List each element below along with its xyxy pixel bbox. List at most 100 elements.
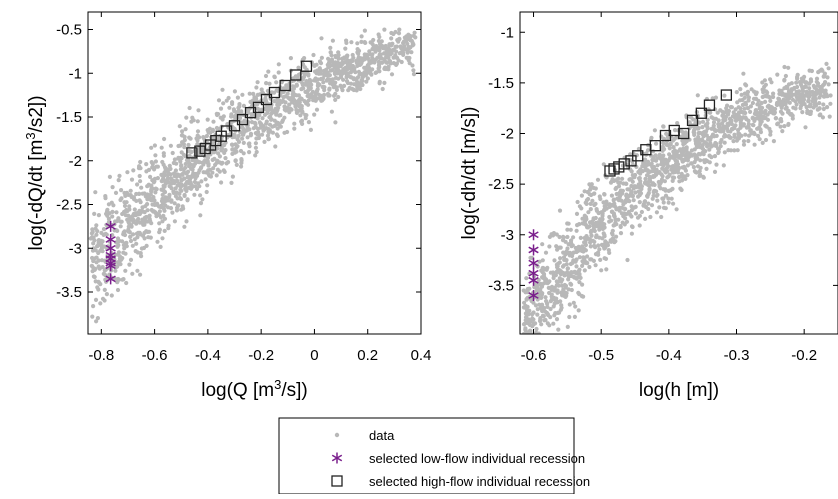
data-point xyxy=(124,280,129,286)
data-point xyxy=(716,118,721,123)
data-point xyxy=(377,65,382,70)
data-point xyxy=(531,321,536,326)
low-flow-point xyxy=(528,229,539,241)
data-point xyxy=(300,81,305,86)
data-point xyxy=(685,163,691,168)
data-point xyxy=(210,127,215,132)
data-point xyxy=(660,166,665,171)
data-point xyxy=(661,153,666,158)
data-point xyxy=(568,281,573,286)
data-point xyxy=(760,87,765,92)
data-point xyxy=(195,142,200,147)
data-point xyxy=(738,87,743,92)
high-flow-point xyxy=(252,101,265,114)
data-point xyxy=(577,255,583,260)
data-point xyxy=(804,89,809,94)
data-point xyxy=(129,217,134,222)
data-point xyxy=(201,162,206,167)
data-point xyxy=(713,95,719,100)
data-point xyxy=(756,133,761,138)
data-point xyxy=(693,169,698,175)
data-point xyxy=(179,164,184,169)
data-point xyxy=(139,185,144,190)
data-point xyxy=(304,79,309,84)
data-point xyxy=(565,270,570,275)
y-tick-label: -3 xyxy=(69,240,82,257)
data-point xyxy=(251,126,256,131)
data-point xyxy=(150,178,155,183)
data-point xyxy=(716,146,722,152)
data-point xyxy=(571,258,576,264)
data-point xyxy=(699,137,705,142)
data-point xyxy=(654,141,659,146)
data-point xyxy=(549,294,554,299)
data-point xyxy=(359,39,364,45)
data-point xyxy=(171,179,177,184)
data-point xyxy=(331,93,337,98)
data-point xyxy=(95,316,100,321)
data-point xyxy=(746,95,752,100)
data-cloud xyxy=(521,61,833,340)
data-point xyxy=(269,108,274,113)
data-point xyxy=(139,209,144,214)
data-point xyxy=(164,177,170,183)
data-point xyxy=(175,196,180,201)
data-point xyxy=(159,179,164,184)
data-point xyxy=(567,314,572,320)
high-flow-point xyxy=(604,165,616,177)
data-point xyxy=(666,196,671,201)
data-point xyxy=(537,259,542,264)
data-point xyxy=(701,152,706,157)
data-point xyxy=(770,110,775,115)
data-point xyxy=(711,123,716,128)
data-point xyxy=(98,301,103,306)
data-point xyxy=(594,233,599,238)
data-point xyxy=(180,204,185,209)
data-point xyxy=(217,126,222,131)
data-point xyxy=(272,118,277,123)
data-point xyxy=(294,100,299,105)
data-point xyxy=(732,132,737,137)
data-point xyxy=(153,153,158,158)
data-point xyxy=(333,75,338,80)
data-point xyxy=(752,142,757,147)
data-point xyxy=(655,198,660,203)
data-point xyxy=(695,144,700,149)
data-point xyxy=(276,62,281,67)
data-point xyxy=(577,280,582,285)
data-point xyxy=(198,201,204,206)
data-point xyxy=(183,127,188,132)
data-point xyxy=(732,125,737,130)
data-point xyxy=(619,198,624,203)
data-point xyxy=(190,115,195,120)
data-point xyxy=(660,174,665,179)
data-point xyxy=(584,201,589,206)
data-point xyxy=(269,90,274,95)
data-point xyxy=(411,72,417,77)
data-point xyxy=(604,267,609,272)
data-point xyxy=(720,113,725,118)
data-point xyxy=(538,336,542,340)
data-point xyxy=(660,148,665,153)
data-point xyxy=(116,216,121,221)
data-point xyxy=(627,199,632,204)
data-point xyxy=(614,234,619,239)
data-point xyxy=(152,167,157,172)
legend-dot-marker xyxy=(334,432,340,438)
data-point xyxy=(539,284,545,289)
data-point xyxy=(548,270,554,275)
data-point xyxy=(364,79,369,84)
data-point xyxy=(128,257,134,262)
x-tick-label: -0.5 xyxy=(588,347,614,364)
data-point xyxy=(689,161,694,166)
data-point xyxy=(169,198,174,203)
data-point xyxy=(152,143,157,148)
data-point xyxy=(639,209,645,215)
data-point xyxy=(184,219,189,224)
data-point xyxy=(567,274,572,279)
data-point xyxy=(796,97,801,102)
data-point xyxy=(105,213,110,218)
data-point xyxy=(697,120,702,125)
data-point xyxy=(306,98,311,103)
data-point xyxy=(255,106,261,111)
